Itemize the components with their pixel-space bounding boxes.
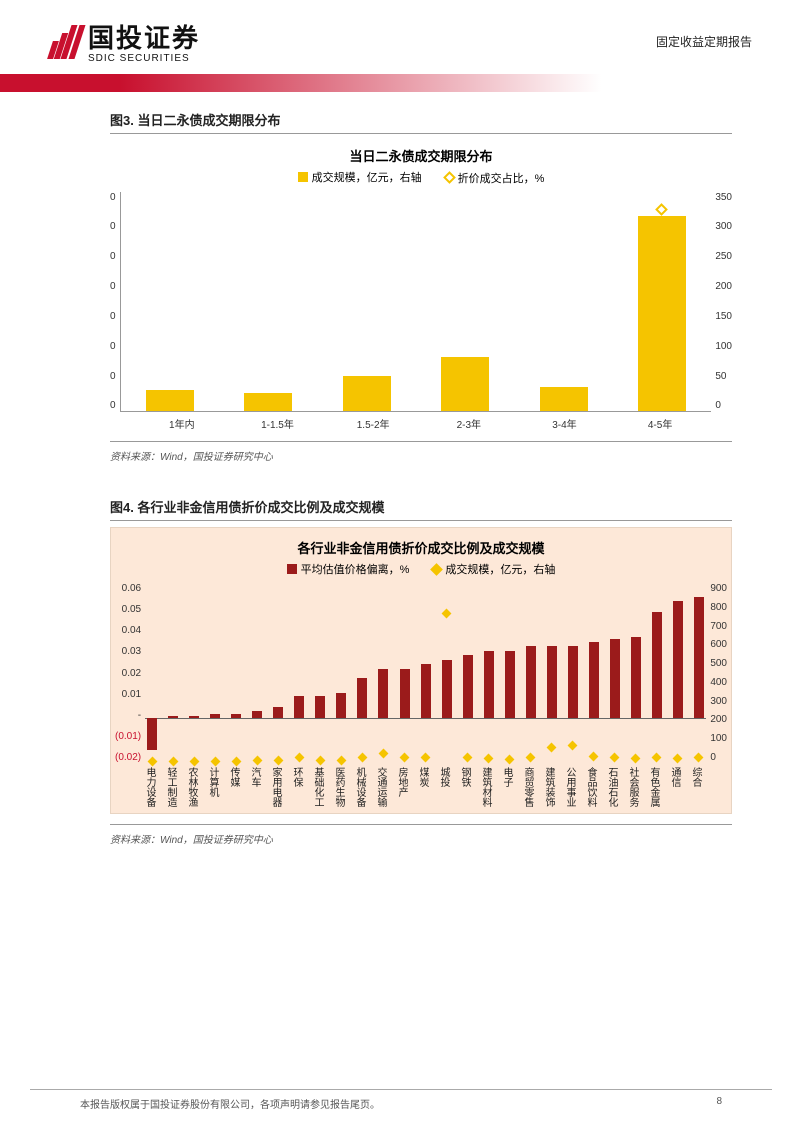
chart3-legend: 成交规模，亿元，右轴 折价成交占比，% xyxy=(110,169,732,192)
chart4-marker xyxy=(484,753,494,763)
header-accent-bar xyxy=(0,74,802,92)
chart4-marker xyxy=(400,752,410,762)
company-name-en: SDIC SECURITIES xyxy=(88,53,200,64)
chart4-bar xyxy=(568,646,578,718)
chart4-bar xyxy=(547,646,557,718)
chart4-right-axis: 9008007006005004003002001000 xyxy=(706,583,727,763)
chart3-right-axis: 350300250200150100500 xyxy=(711,192,732,412)
chart4-bar xyxy=(652,612,662,718)
chart4-bar xyxy=(400,669,410,719)
chart4-legend-bar: 平均估值价格偏离，% xyxy=(301,561,410,577)
chart4-bar xyxy=(505,651,515,719)
chart4-bar xyxy=(273,707,283,718)
chart4-bar xyxy=(336,693,346,718)
chart4-marker xyxy=(526,752,536,762)
chart3-legend-marker: 折价成交占比，% xyxy=(458,170,545,186)
chart4-marker xyxy=(442,608,452,618)
chart4-marker xyxy=(357,752,367,762)
company-logo: 国投证券 SDIC SECURITIES xyxy=(50,18,200,64)
chart4-marker xyxy=(610,752,620,762)
chart4-bar xyxy=(231,714,241,719)
chart4-left-axis: 0.060.050.040.030.020.01-(0.01)(0.02) xyxy=(115,583,145,763)
chart4-bar xyxy=(442,660,452,719)
chart4-marker xyxy=(421,752,431,762)
chart3-bar xyxy=(540,387,588,411)
chart4-heading: 图4. 各行业非金信用债折价成交比例及成交规模 xyxy=(110,497,732,521)
chart4-marker xyxy=(463,752,473,762)
chart4-bar xyxy=(315,696,325,719)
chart4-bar xyxy=(610,639,620,718)
chart4-bar xyxy=(589,642,599,719)
company-name-cn: 国投证券 xyxy=(88,18,200,55)
footer-page-number: 8 xyxy=(716,1096,722,1111)
chart4-marker xyxy=(547,742,557,752)
page-header: 国投证券 SDIC SECURITIES 固定收益定期报告 xyxy=(0,0,802,74)
chart4-bar xyxy=(421,664,431,718)
chart4-bar xyxy=(252,711,262,718)
chart4-marker xyxy=(294,752,304,762)
chart4-marker xyxy=(568,740,578,750)
chart4-bar xyxy=(673,601,683,718)
chart3-plot-area xyxy=(120,192,712,412)
chart3-title: 当日二永债成交期限分布 xyxy=(110,140,732,169)
chart3-source: 资料来源：Wind，国投证券研究中心 xyxy=(110,441,732,467)
chart4-marker xyxy=(379,748,389,758)
chart3-x-labels: 1年内1-1.5年1.5-2年2-3年3-4年4-5年 xyxy=(110,412,732,431)
chart4-legend: 平均估值价格偏离，% 成交规模，亿元，右轴 xyxy=(111,561,731,584)
chart3-left-axis: 00000000 xyxy=(110,192,120,412)
logo-mark-icon xyxy=(50,23,80,59)
chart4-bar xyxy=(357,678,367,719)
footer-copyright: 本报告版权属于国投证券股份有限公司，各项声明请参见报告尾页。 xyxy=(80,1096,380,1111)
chart4-bar xyxy=(147,718,157,750)
chart3-bar xyxy=(638,216,686,411)
chart3-bar xyxy=(146,390,194,410)
page-footer: 本报告版权属于国投证券股份有限公司，各项声明请参见报告尾页。 8 xyxy=(30,1089,772,1111)
chart4-block: 图4. 各行业非金信用债折价成交比例及成交规模 各行业非金信用债折价成交比例及成… xyxy=(110,497,732,851)
chart4-legend-marker: 成交规模，亿元，右轴 xyxy=(445,561,555,577)
chart4-bar xyxy=(294,696,304,719)
chart4-bar xyxy=(378,669,388,719)
chart4-bar xyxy=(694,597,704,719)
chart4-marker xyxy=(505,754,515,764)
chart4-bar xyxy=(631,637,641,718)
chart3-legend-bar: 成交规模，亿元，右轴 xyxy=(312,169,422,185)
chart4-marker xyxy=(652,752,662,762)
chart4-marker xyxy=(631,753,641,763)
chart4-marker xyxy=(673,753,683,763)
chart3-bar xyxy=(343,376,391,411)
chart4-x-labels: 电力设备轻工制造农林牧渔计算机传媒汽车家用电器环保基础化工医药生物机械设备交通运… xyxy=(111,763,731,813)
chart4-marker xyxy=(589,751,599,761)
report-type-label: 固定收益定期报告 xyxy=(656,33,752,50)
chart4-plot-area xyxy=(145,583,706,763)
chart4-marker xyxy=(694,752,704,762)
chart3-marker xyxy=(655,203,668,216)
chart4-bar xyxy=(526,646,536,718)
chart4-bar xyxy=(463,655,473,718)
chart3-bar xyxy=(244,393,292,411)
chart3-bar xyxy=(441,357,489,410)
chart4-bar xyxy=(210,714,220,719)
chart4-source: 资料来源：Wind，国投证券研究中心 xyxy=(110,824,732,850)
chart4-title: 各行业非金信用债折价成交比例及成交规模 xyxy=(111,532,731,561)
chart4-bar xyxy=(484,651,494,719)
chart4-bar xyxy=(189,716,199,718)
chart3-heading: 图3. 当日二永债成交期限分布 xyxy=(110,110,732,134)
chart4-bar xyxy=(168,716,178,718)
chart3-block: 图3. 当日二永债成交期限分布 当日二永债成交期限分布 成交规模，亿元，右轴 折… xyxy=(110,110,732,467)
